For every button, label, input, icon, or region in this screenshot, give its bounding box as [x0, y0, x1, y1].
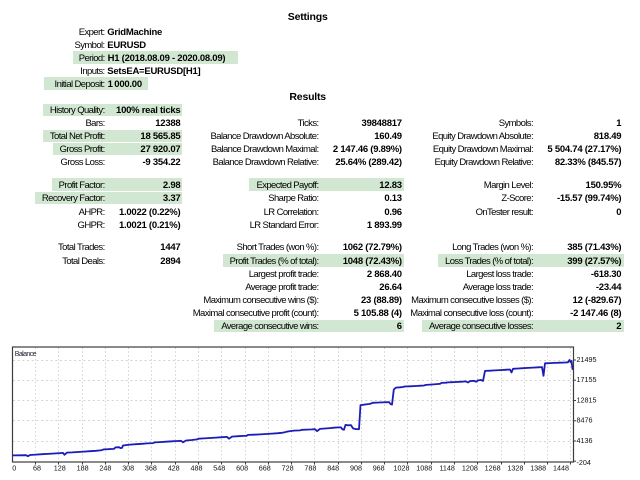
svg-text:Balance: Balance [15, 351, 37, 358]
svg-text:788: 788 [304, 463, 316, 472]
svg-text:68: 68 [33, 463, 41, 472]
svg-text:1148: 1148 [439, 463, 454, 472]
svg-text:428: 428 [168, 463, 180, 472]
svg-text:1088: 1088 [416, 463, 432, 472]
svg-text:-204: -204 [577, 458, 591, 467]
svg-text:21495: 21495 [577, 355, 597, 364]
svg-text:1388: 1388 [530, 463, 546, 472]
svg-text:248: 248 [99, 463, 111, 472]
svg-text:128: 128 [54, 463, 66, 472]
svg-text:548: 548 [213, 463, 225, 472]
svg-text:12815: 12815 [577, 395, 597, 404]
svg-text:908: 908 [350, 463, 362, 472]
svg-text:4136: 4136 [577, 436, 593, 445]
svg-text:728: 728 [282, 463, 294, 472]
svg-text:8476: 8476 [577, 416, 593, 425]
svg-text:368: 368 [145, 463, 157, 472]
svg-text:1328: 1328 [507, 463, 523, 472]
svg-text:1268: 1268 [485, 463, 501, 472]
svg-text:848: 848 [327, 463, 339, 472]
svg-text:608: 608 [236, 463, 248, 472]
svg-text:0: 0 [12, 463, 16, 472]
svg-text:488: 488 [191, 463, 203, 472]
svg-text:1448: 1448 [553, 463, 569, 472]
svg-text:17155: 17155 [577, 375, 597, 384]
svg-text:1028: 1028 [394, 463, 410, 472]
svg-text:308: 308 [122, 463, 134, 472]
svg-text:188: 188 [77, 463, 89, 472]
svg-text:968: 968 [373, 463, 385, 472]
svg-text:668: 668 [259, 463, 271, 472]
svg-text:1208: 1208 [462, 463, 478, 472]
